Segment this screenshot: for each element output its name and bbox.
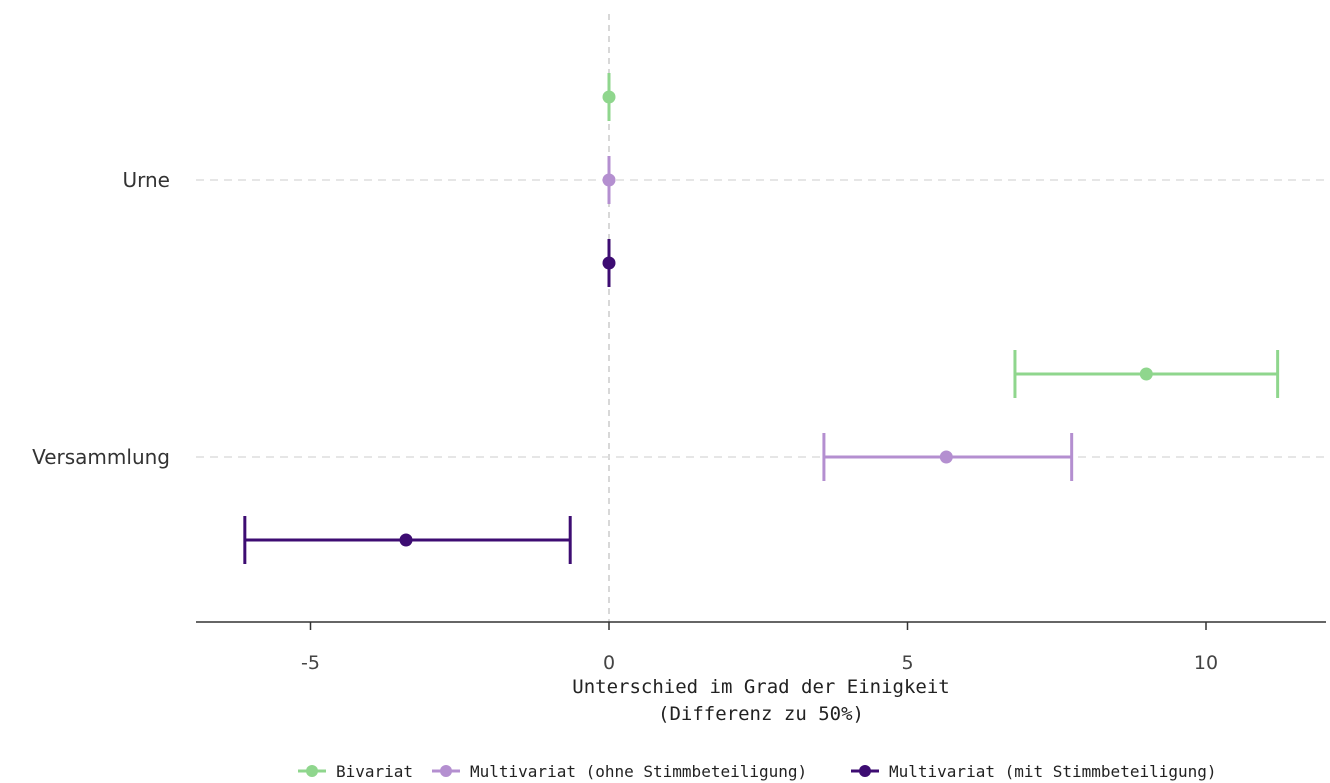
point-versammlung-series-1	[1139, 367, 1153, 381]
x-tick-label-1: 0	[603, 652, 615, 674]
point-urne-series-2	[602, 173, 616, 187]
series-3	[243, 239, 616, 564]
point-versammlung-series-3	[399, 533, 413, 547]
series-layer	[243, 73, 1280, 564]
point-urne-series-1	[602, 90, 616, 104]
legend: Bivariat Multivariat (ohne Stimmbeteiligu…	[298, 762, 1217, 781]
legend-label-1: Bivariat	[336, 762, 413, 781]
point-versammlung-series-2	[939, 450, 953, 464]
x-axis-title-line-1: Unterschied im Grad der Einigkeit	[572, 676, 950, 698]
legend-key-dot-3	[859, 765, 871, 777]
category-label-urne: Urne	[123, 168, 171, 192]
series-1	[602, 73, 1280, 398]
legend-item-3: Multivariat (mit Stimmbeteiligung)	[851, 762, 1217, 781]
legend-key-dot-1	[306, 765, 318, 777]
legend-item-2: Multivariat (ohne Stimmbeteiligung)	[432, 762, 807, 781]
grid-layer	[196, 14, 1326, 622]
legend-key-dot-2	[440, 765, 452, 777]
category-labels: Urne Versammlung	[32, 168, 170, 469]
legend-label-2: Multivariat (ohne Stimmbeteiligung)	[470, 762, 807, 781]
point-urne-series-3	[602, 256, 616, 270]
series-2	[602, 156, 1074, 481]
x-ticks: -5 0 5 10	[301, 622, 1218, 674]
x-tick-label-0: -5	[301, 652, 320, 674]
x-tick-label-3: 10	[1194, 652, 1218, 674]
x-axis-title-line-2: (Differenz zu 50%)	[658, 703, 864, 725]
x-tick-label-2: 5	[901, 652, 913, 674]
legend-label-3: Multivariat (mit Stimmbeteiligung)	[889, 762, 1217, 781]
category-label-versammlung: Versammlung	[32, 445, 170, 469]
legend-item-1: Bivariat	[298, 762, 413, 781]
